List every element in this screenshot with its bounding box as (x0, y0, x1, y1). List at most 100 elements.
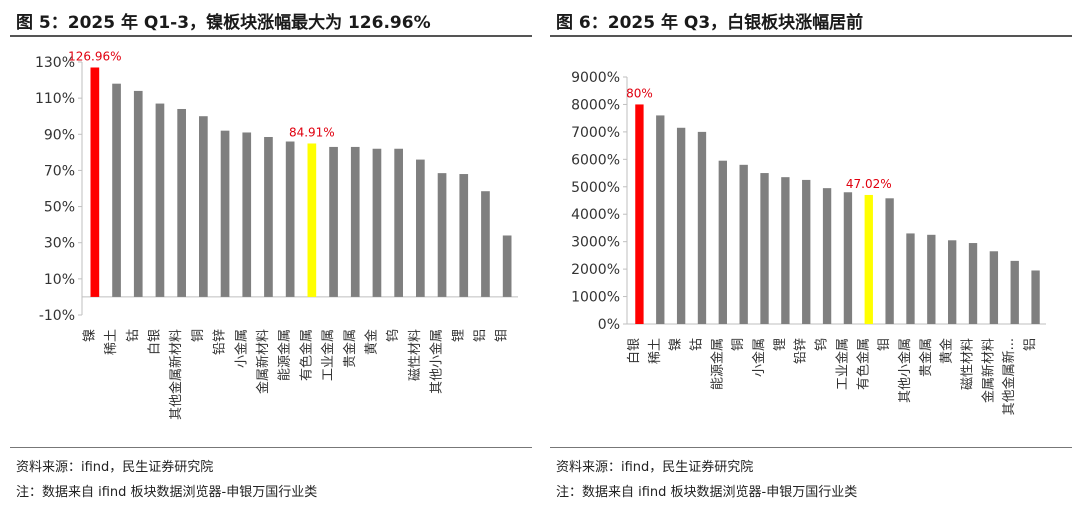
bar-贵金属 (350, 146, 360, 297)
x-category-label: 镍 (82, 329, 97, 342)
bar-其他小金属 (906, 233, 915, 324)
bar-铜 (739, 164, 748, 324)
bar-有色金属 (307, 143, 317, 297)
x-category-label: 锂 (773, 338, 788, 351)
bar-小金属 (242, 132, 252, 297)
y-tick-label: 10% (44, 272, 75, 288)
bar-贵金属 (927, 234, 936, 324)
bar-工业金属 (843, 192, 853, 324)
x-category-label: 其他金属新材料 (168, 329, 184, 420)
bar-钨 (394, 148, 403, 297)
bar-镍 (676, 127, 686, 325)
figure-6-bar-chart: 9000% 8000% 7000% 6000% 5000% 4000% 3000% 2000%… (571, 70, 1046, 415)
bar-磁性材料 (416, 159, 425, 297)
bar-小金属 (760, 173, 769, 324)
title-rule (550, 35, 1072, 37)
y-tick-label: 7000% (571, 125, 620, 141)
y-tick-label: 8000% (571, 97, 620, 113)
bar-钴 (697, 131, 707, 324)
bar-有色金属 (864, 194, 873, 324)
bar-白银 (155, 103, 165, 297)
x-category-label: 小金属 (751, 338, 767, 377)
data-label: 84.91% (289, 125, 335, 139)
bar-黄金 (948, 240, 957, 324)
x-category-label: 金属新材料 (255, 329, 271, 394)
bar-工业金属 (329, 146, 338, 297)
y-tick-label: 5000% (571, 180, 620, 196)
x-category-label: 工业金属 (320, 329, 336, 381)
bar-钼 (502, 235, 512, 297)
bar-钼 (885, 198, 894, 324)
bar-金属新材料 (264, 136, 273, 297)
x-category-label: 铅锌 (794, 338, 809, 364)
figure-5-note: 注：数据来自 ifind 板块数据浏览器-申银万国行业类 (16, 485, 318, 500)
x-category-label: 铝 (473, 329, 488, 342)
bar-能源金属 (285, 141, 295, 297)
figure-6-title: 图 6：2025 年 Q3，白银板块涨幅居前 (556, 13, 864, 33)
x-category-label: 有色金属 (298, 329, 314, 381)
x-category-label: 钼 (877, 338, 892, 351)
bar-铝 (1031, 270, 1040, 324)
x-category-label: 其他小金属 (897, 338, 913, 403)
y-tick-label: 30% (44, 236, 75, 252)
y-tick-label: 130% (35, 55, 75, 71)
figure-5-bar-chart: 130% 110% 90% 70% 50% 30% 10% -10% 镍 稀土钴白银 其他金属新材料… (35, 49, 518, 420)
figure-6-note: 注：数据来自 ifind 板块数据浏览器-申银万国行业类 (556, 485, 858, 500)
bar-其他金属新材料 (177, 108, 186, 297)
x-category-label: 钼 (495, 329, 510, 342)
footer-rule (550, 447, 1072, 448)
figure-5-panel: 图 5：2025 年 Q1-3，镍板块涨幅最大为 126.96% 130% 110… (10, 0, 532, 506)
y-tick-label: 1000% (571, 290, 620, 306)
x-category-label: 能源金属 (277, 329, 293, 381)
bar-钨 (822, 188, 832, 324)
x-category-label: 铜 (191, 329, 206, 342)
bar-镍 (90, 67, 100, 297)
bar-铅锌 (802, 179, 811, 324)
x-category-label: 工业金属 (834, 338, 850, 390)
x-category-label: 稀土 (104, 329, 119, 355)
y-tick-label: 3000% (571, 235, 620, 251)
x-category-label: 其他金属新... (1001, 338, 1017, 415)
x-category-label: 钴 (126, 329, 141, 342)
x-category-label: 能源金属 (709, 338, 725, 390)
y-tick-label: 2000% (571, 262, 620, 278)
figure-6-panel: 图 6：2025 年 Q3，白银板块涨幅居前 9000% 8000% 7000% 60… (550, 0, 1072, 506)
y-tick-label: 0% (598, 317, 620, 333)
y-tick-label: -10% (39, 308, 75, 324)
data-label: 47.02% (846, 177, 892, 191)
bar-稀土 (656, 115, 665, 324)
bar-其他金属新... (1010, 260, 1019, 324)
x-category-label: 镍 (669, 338, 684, 351)
x-category-label: 黄金 (939, 338, 955, 364)
y-tick-label: 6000% (571, 152, 620, 168)
x-category-label: 小金属 (233, 329, 249, 368)
x-category-label: 钨 (385, 329, 401, 342)
y-tick-label: 4000% (571, 207, 620, 223)
bar-其他小金属 (437, 173, 447, 297)
x-category-label: 稀土 (648, 338, 663, 364)
y-tick-label: 9000% (571, 70, 620, 86)
bar-白银 (635, 104, 644, 324)
title-rule (10, 35, 532, 37)
x-category-label: 金属新材料 (980, 338, 996, 403)
bar-金属新材料 (989, 251, 999, 324)
x-category-label: 贵金属 (918, 338, 934, 377)
x-category-label: 贵金属 (342, 329, 358, 368)
y-tick-label: 110% (35, 91, 75, 107)
x-category-label: 磁性材料 (408, 329, 423, 381)
bar-磁性材料 (968, 243, 978, 324)
bar-铝 (481, 191, 490, 297)
x-category-label: 锂 (451, 329, 466, 342)
footer-rule (10, 447, 532, 448)
x-category-label: 其他小金属 (429, 329, 445, 394)
y-tick-label: 90% (44, 127, 75, 143)
data-label: 126.96% (68, 49, 121, 63)
bar-锂 (781, 177, 790, 324)
x-category-label: 钴 (689, 338, 704, 351)
bar-稀土 (112, 83, 121, 297)
x-category-label: 磁性材料 (961, 338, 976, 390)
bar-锂 (459, 174, 469, 297)
bar-能源金属 (718, 160, 727, 324)
bar-铜 (199, 116, 208, 297)
x-category-label: 白银 (626, 338, 642, 364)
